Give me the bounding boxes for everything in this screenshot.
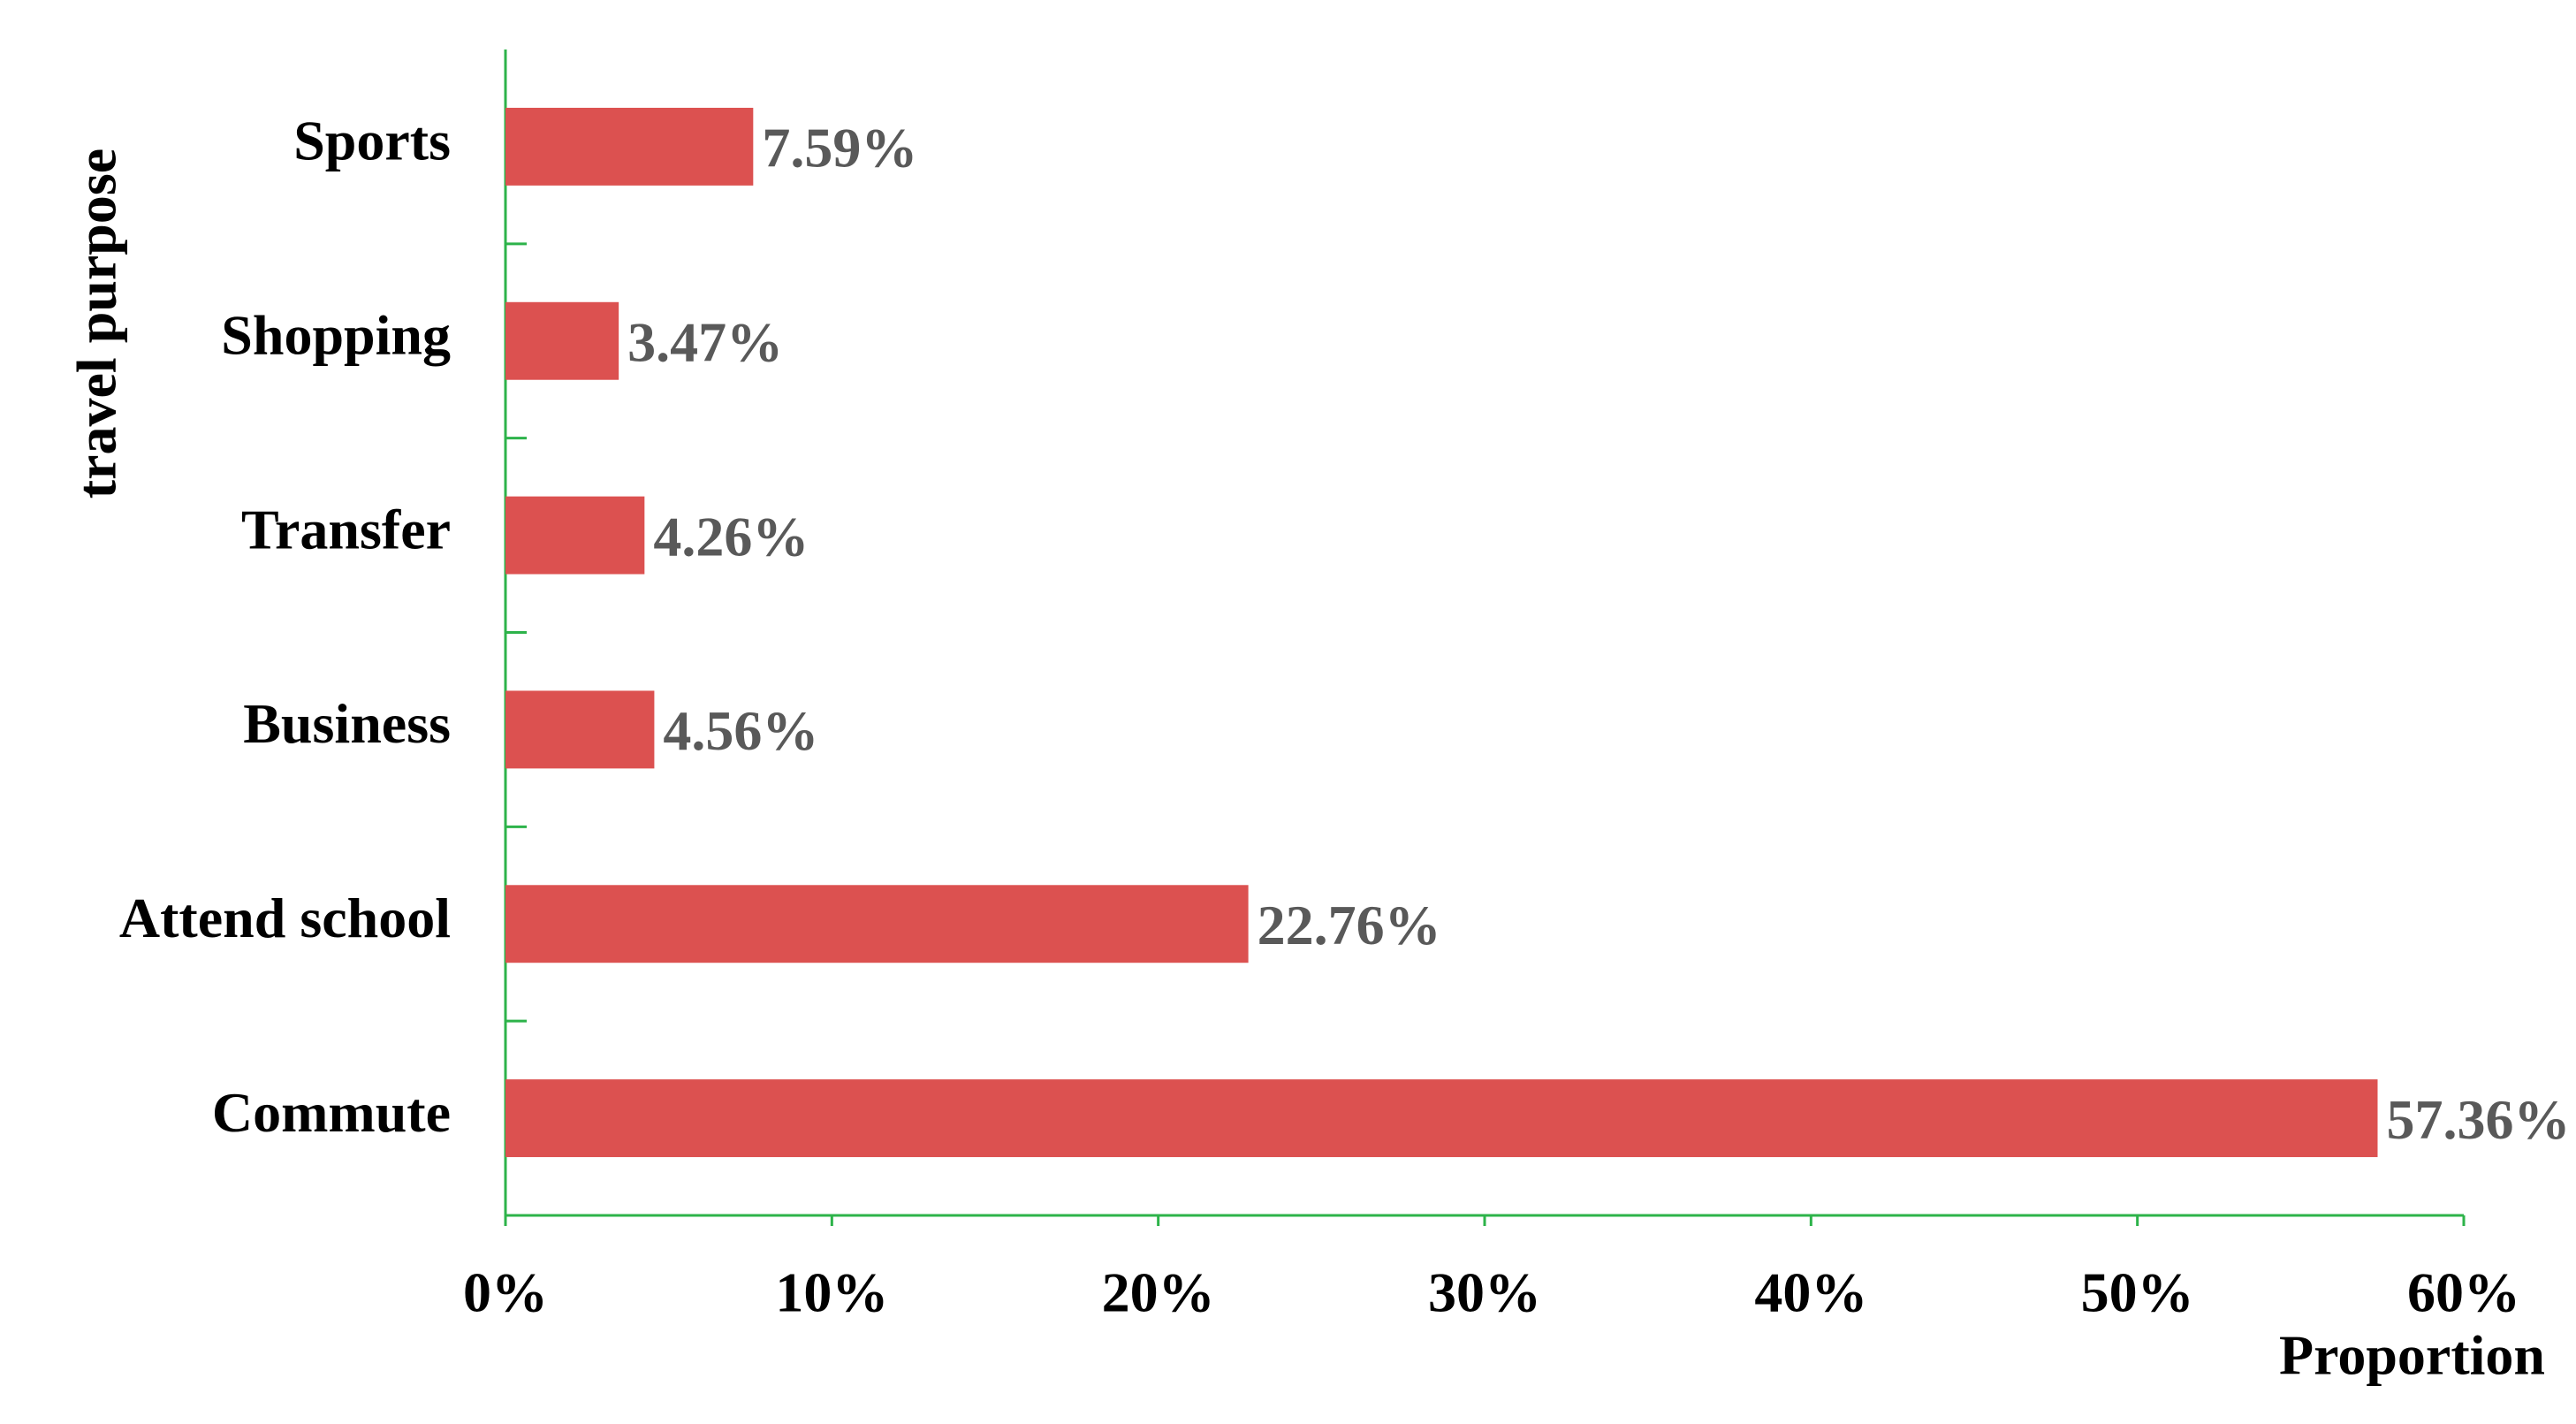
x-tick-label: 10% <box>775 1261 888 1324</box>
x-tick-label: 30% <box>1428 1261 1541 1324</box>
bar <box>505 885 1249 963</box>
value-label: 4.26% <box>653 505 809 567</box>
value-label: 57.36% <box>2386 1088 2570 1151</box>
y-tick-label: Sports <box>293 110 451 172</box>
x-tick-label: 0% <box>463 1261 548 1324</box>
value-label: 3.47% <box>627 310 783 373</box>
bar <box>505 496 645 575</box>
x-tick-label: 50% <box>2081 1261 2194 1324</box>
bar <box>505 690 655 769</box>
y-tick-label: Attend school <box>119 887 451 949</box>
bar <box>505 301 619 380</box>
value-label: 7.59% <box>762 117 917 179</box>
bar <box>505 107 754 186</box>
x-axis-label: Proportion <box>2279 1324 2545 1387</box>
x-tick-label: 60% <box>2407 1261 2520 1324</box>
value-label: 22.76% <box>1258 894 1441 956</box>
x-tick-label: 40% <box>1754 1261 1867 1324</box>
y-tick-label: Transfer <box>241 498 451 560</box>
y-tick-label: Commute <box>212 1081 451 1144</box>
value-label: 4.56% <box>663 699 818 762</box>
bar <box>505 1079 2378 1158</box>
y-tick-label: Business <box>243 692 451 755</box>
y-tick-label: Shopping <box>221 303 451 366</box>
y-axis-label: travel purpose <box>65 148 128 499</box>
x-tick-label: 20% <box>1102 1261 1215 1324</box>
